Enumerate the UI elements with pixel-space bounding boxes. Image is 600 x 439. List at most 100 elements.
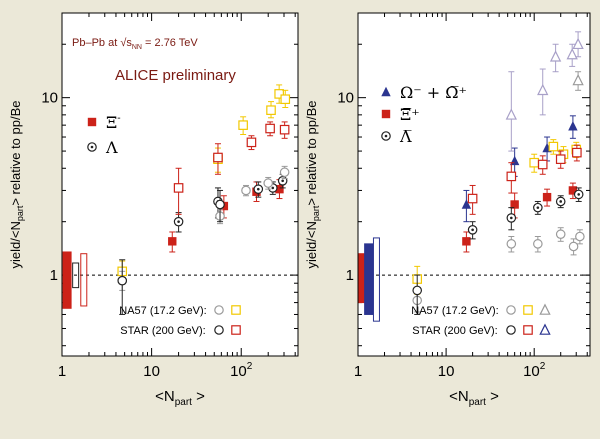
marker-filled-square <box>542 192 552 202</box>
y-axis-title: yield/<Npart> relative to pp/Be <box>304 101 321 269</box>
series <box>467 187 584 240</box>
marker-filled-square <box>510 200 519 209</box>
marker-open-circle <box>575 231 585 242</box>
marker-open-circle <box>555 229 566 240</box>
y-axis-title-end: > relative to pp/Be <box>8 101 23 206</box>
marker-filled-square <box>462 237 471 246</box>
marker-open-square <box>274 89 284 99</box>
marker-open-circle <box>214 325 224 335</box>
legend-label: Λ̅ <box>399 127 412 146</box>
marker-center-dot <box>471 228 474 232</box>
x-axis-title-end: > <box>486 388 499 405</box>
marker-filled-square <box>568 186 578 195</box>
y-axis-title-end: > relative to pp/Be <box>304 101 319 206</box>
x-tick-label: 1 <box>354 363 362 380</box>
reference-legend-label: STAR (200 GeV): <box>120 325 205 337</box>
marker-open-square <box>279 124 290 135</box>
marker-center-dot <box>177 220 180 223</box>
marker-open-circle <box>533 239 543 249</box>
subtitle-alice-preliminary: ALICE preliminary <box>115 67 236 84</box>
marker-open-circle <box>117 275 128 286</box>
marker-filled-square <box>275 184 284 194</box>
x-tick-label: 102 <box>523 361 546 380</box>
marker-open-triangle <box>549 50 562 62</box>
series <box>412 274 423 315</box>
x-axis-title-main: <N <box>155 388 175 405</box>
x-tick-label-sup: 2 <box>540 361 546 372</box>
x-axis-title-sub: part <box>175 397 192 408</box>
plot-frame <box>357 12 591 357</box>
series <box>462 182 578 253</box>
normalization-box <box>364 243 374 315</box>
x-axis-title-end: > <box>192 388 205 405</box>
marker-open-circle <box>506 305 516 315</box>
marker-open-square <box>523 305 533 315</box>
marker-open-square <box>537 159 548 170</box>
x-tick-label: 10 <box>143 363 160 380</box>
marker-open-circle <box>241 185 251 196</box>
series <box>173 121 290 215</box>
y-axis-title-main: yield/<N <box>8 221 23 268</box>
marker-open-triangle <box>566 47 578 60</box>
x-tick-label: 1 <box>58 363 66 380</box>
legend-label: Ω⁻ + Ω̅⁺ <box>400 83 467 102</box>
x-axis-title-main: <N <box>449 388 469 405</box>
reference-legend-label: NA57 (17.2 GeV): <box>119 305 206 317</box>
reference-legend-label: NA57 (17.2 GeV): <box>411 305 498 317</box>
series <box>572 71 584 91</box>
marker-open-circle <box>412 285 423 296</box>
normalization-box <box>62 251 72 309</box>
marker-center-dot <box>384 134 388 138</box>
marker-open-square <box>548 141 559 152</box>
marker-open-circle <box>506 239 517 249</box>
marker-open-circle <box>568 241 579 252</box>
marker-open-circle <box>214 305 224 315</box>
x-axis-title: <Npart > <box>155 388 205 408</box>
x-tick-label: 102 <box>230 361 253 380</box>
marker-open-square <box>231 305 241 315</box>
legend-label-sup: - <box>117 113 120 124</box>
y-axis-title-main: yield/<N <box>304 221 319 268</box>
series <box>117 189 225 315</box>
y-tick-label: 1 <box>50 267 58 284</box>
marker-open-square <box>506 171 517 182</box>
marker-open-square <box>467 193 478 204</box>
marker-open-triangle <box>537 83 549 96</box>
marker-filled-square <box>168 237 177 246</box>
marker-open-square <box>231 325 241 335</box>
y-tick-label: 1 <box>346 267 354 284</box>
x-axis-title-sub: part <box>469 397 486 408</box>
marker-center-dot <box>510 216 513 220</box>
marker-open-triangle <box>572 37 584 50</box>
marker-open-circle <box>506 325 516 335</box>
marker-open-square <box>266 105 276 115</box>
legend-label: Ξ̅⁺ <box>400 105 420 124</box>
marker-filled-triangle <box>461 199 472 209</box>
marker-filled-square <box>87 117 97 127</box>
normalization-box <box>72 262 80 289</box>
marker-open-triangle <box>539 323 551 335</box>
normalization-box <box>372 237 380 322</box>
y-tick-label: 10 <box>337 90 354 107</box>
panel-right: 1 10 102 1 10 <Npart > yield/<Npart> relative … <box>304 12 591 408</box>
marker-open-circle <box>263 178 274 188</box>
y-tick-label: 10 <box>41 90 58 107</box>
marker-open-square <box>280 94 291 105</box>
marker-center-dot <box>536 206 540 209</box>
marker-open-square <box>529 157 539 168</box>
marker-open-triangle <box>539 303 551 315</box>
marker-center-dot <box>577 193 580 196</box>
marker-center-dot <box>559 200 563 203</box>
marker-open-square <box>173 183 184 193</box>
marker-open-square <box>238 120 248 130</box>
marker-filled-triangle <box>568 121 578 131</box>
marker-center-dot <box>256 187 260 191</box>
marker-open-square <box>213 152 223 163</box>
x-tick-label: 10 <box>438 363 455 380</box>
marker-center-dot <box>281 179 284 183</box>
x-tick-label-sup: 2 <box>247 361 253 372</box>
marker-filled-triangle <box>381 86 391 97</box>
y-axis-title-sub: part <box>15 205 25 221</box>
